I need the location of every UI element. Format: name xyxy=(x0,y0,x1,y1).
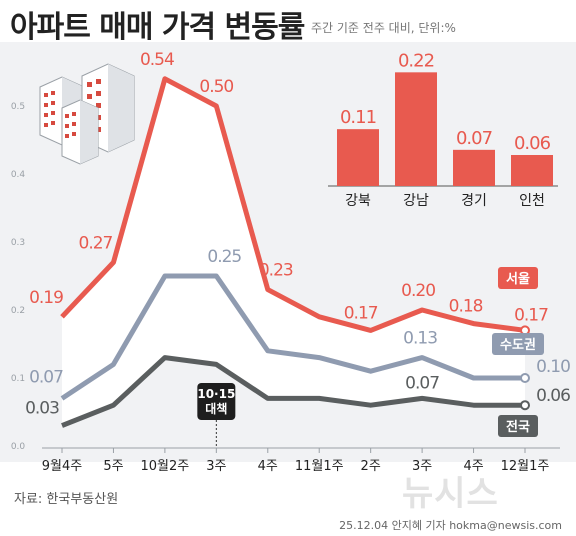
series-line xyxy=(60,76,526,333)
annotation-box xyxy=(197,383,236,420)
watermark-logo: 뉴시스 xyxy=(402,474,499,514)
series-name-badge xyxy=(498,267,538,289)
data-label: 0.13 xyxy=(403,329,437,349)
bar xyxy=(337,129,379,186)
bar xyxy=(511,155,553,186)
data-label: 0.06 xyxy=(536,386,570,406)
apartment-buildings-icon xyxy=(39,63,135,165)
data-label: 0.07 xyxy=(405,373,439,393)
data-label: 0.25 xyxy=(207,247,241,267)
series-layer: 0.19 0.27 0.54 0.50 0.23 0.17 0.20 0.18 0.17 서울 0.… xyxy=(25,50,571,437)
series-end-marker xyxy=(520,373,530,383)
bar xyxy=(395,72,437,186)
bar-value-label: 0.07 xyxy=(456,128,492,149)
data-label: 0.03 xyxy=(25,399,59,419)
data-source: 자료: 한국부동산원 xyxy=(14,492,119,507)
data-label: 0.07 xyxy=(29,367,63,387)
x-tick-label: 4주 xyxy=(463,459,483,474)
data-label: 0.17 xyxy=(514,305,548,325)
y-tick-label: 0.5 xyxy=(11,102,25,112)
x-tick-label: 4주 xyxy=(258,459,278,474)
x-tick-label: 11월1주 xyxy=(295,459,344,474)
district-bar-chart: 0.11 강북 0.22 강남 0.07 경기 0.06 인천 xyxy=(328,50,558,209)
y-tick-label: 0.2 xyxy=(11,306,25,316)
data-label: 0.10 xyxy=(536,357,570,377)
series-line xyxy=(61,355,525,428)
series-end-marker xyxy=(520,400,530,411)
series-name-label: 전국 xyxy=(506,419,530,435)
bar xyxy=(453,149,495,186)
x-tick-label: 12월1주 xyxy=(501,459,550,474)
annotation-text: 10·15 xyxy=(197,387,235,401)
y-tick-label: 0.3 xyxy=(11,238,25,248)
x-tick-label: 3주 xyxy=(412,459,432,474)
x-tick-label: 2주 xyxy=(361,459,381,474)
series-name-badge xyxy=(498,415,538,437)
series-name-label: 서울 xyxy=(506,271,530,287)
y-tick-label: 0.1 xyxy=(11,374,25,384)
x-axis: 9월4주 5주 10월2주 3주 4주 11월1주 2주 3주 4주 12월1주 xyxy=(42,447,560,474)
series-name-badge xyxy=(492,333,544,355)
y-axis: 0.0 0.1 0.2 0.3 0.4 0.5 xyxy=(11,102,26,452)
bar-value-label: 0.22 xyxy=(398,50,434,71)
series-name-label: 수도권 xyxy=(500,338,536,353)
bar-category-label: 경기 xyxy=(461,193,487,209)
bar-category-label: 강북 xyxy=(345,193,371,209)
x-tick-label: 9월4주 xyxy=(42,459,83,474)
data-label: 0.50 xyxy=(199,77,233,97)
credit-line: 25.12.04 안지혜 기자 hokma@newsis.com xyxy=(339,519,562,532)
data-label: 0.23 xyxy=(259,261,293,281)
x-tick-label: 10월2주 xyxy=(141,459,190,474)
annotation-text: 대책 xyxy=(205,401,227,416)
page-title: 아파트 매매 가격 변동률 xyxy=(10,10,305,45)
bar-category-label: 인천 xyxy=(519,193,545,209)
x-tick-label: 3주 xyxy=(206,459,226,474)
data-label: 0.19 xyxy=(29,288,63,308)
data-label: 0.20 xyxy=(401,281,435,301)
y-tick-label: 0.4 xyxy=(11,170,26,180)
x-tick-label: 5주 xyxy=(103,459,123,474)
y-tick-label: 0.0 xyxy=(11,442,26,452)
data-label: 0.18 xyxy=(449,297,483,317)
range-band xyxy=(62,78,525,426)
data-label: 0.54 xyxy=(140,50,174,70)
series-line xyxy=(60,273,525,401)
bar-value-label: 0.11 xyxy=(340,107,376,128)
bar-value-label: 0.06 xyxy=(514,133,551,154)
chart-subtitle: 주간 기준 전주 대비, 단위:% xyxy=(311,21,456,35)
bar-category-label: 강남 xyxy=(403,193,429,209)
data-label: 0.17 xyxy=(344,303,378,323)
data-label: 0.27 xyxy=(79,233,113,253)
